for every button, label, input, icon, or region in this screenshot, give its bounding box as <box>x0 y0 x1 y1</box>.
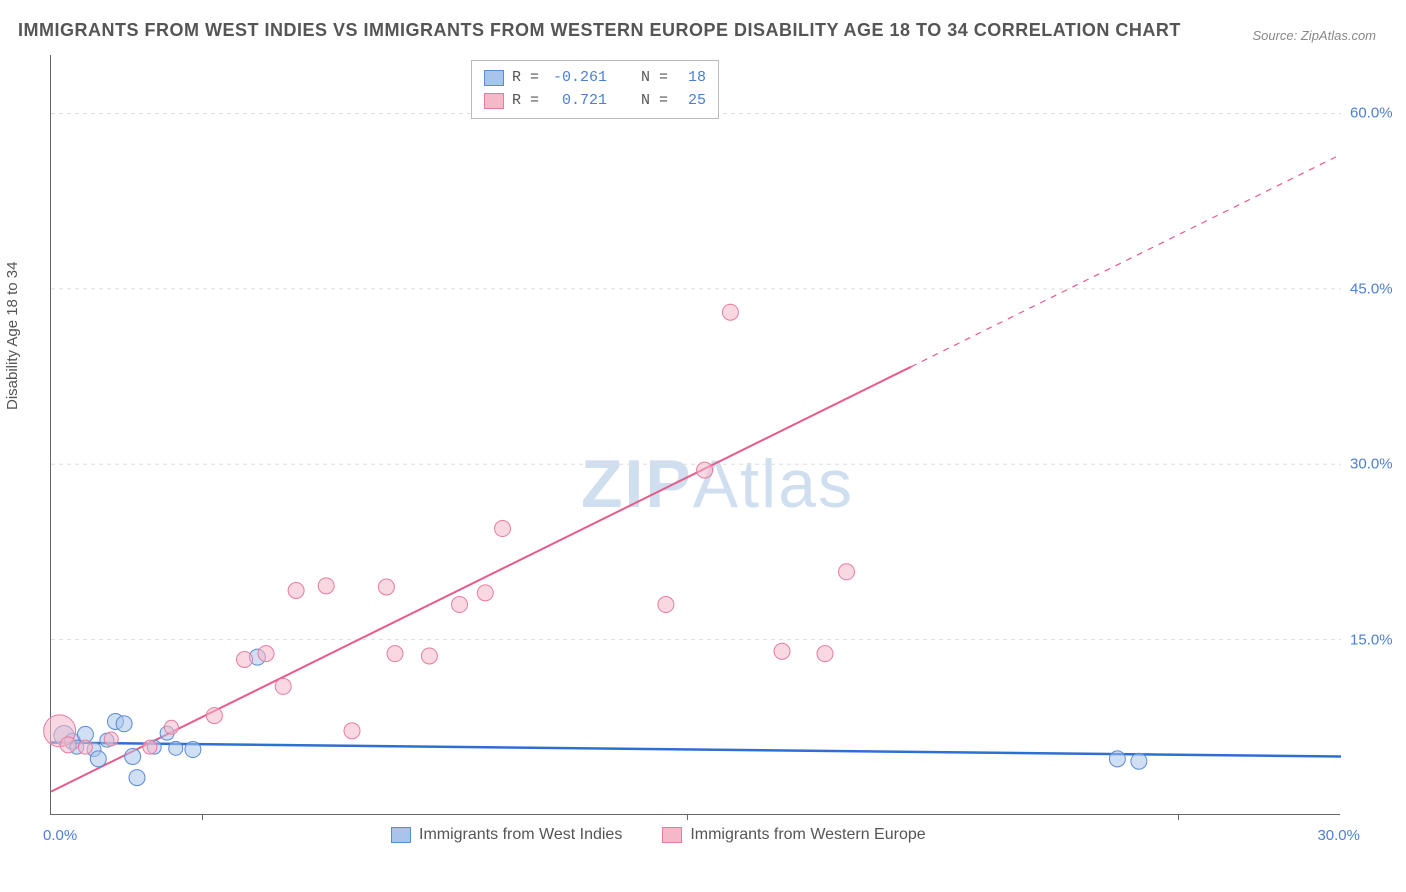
y-tick-label: 30.0% <box>1350 456 1406 473</box>
legend-label-1: Immigrants from Western Europe <box>690 826 925 844</box>
stats-n-label: N = <box>641 67 668 90</box>
x-tick-mark <box>202 814 203 820</box>
legend-swatch-bottom-1 <box>662 827 682 843</box>
x-tick-max: 30.0% <box>1317 827 1360 844</box>
stats-row-west-indies: R = -0.261 N = 18 <box>484 67 706 90</box>
x-tick-mark <box>1178 814 1179 820</box>
stats-n-label-2: N = <box>641 90 668 113</box>
x-tick-min: 0.0% <box>43 827 77 844</box>
x-tick-mark <box>687 814 688 820</box>
chart-title: IMMIGRANTS FROM WEST INDIES VS IMMIGRANT… <box>18 20 1181 41</box>
y-tick-label: 15.0% <box>1350 631 1406 648</box>
y-axis-label: Disability Age 18 to 34 <box>4 262 21 410</box>
y-tick-label: 60.0% <box>1350 105 1406 122</box>
legend-swatch-bottom-0 <box>391 827 411 843</box>
legend-item-west-indies: Immigrants from West Indies <box>391 826 622 844</box>
stats-n-value-1: 25 <box>676 90 706 113</box>
legend-label-0: Immigrants from West Indies <box>419 826 622 844</box>
source-attribution: Source: ZipAtlas.com <box>1252 28 1376 43</box>
stats-row-western-europe: R = 0.721 N = 25 <box>484 90 706 113</box>
stats-r-label-2: R = <box>512 90 539 113</box>
y-tick-label: 45.0% <box>1350 280 1406 297</box>
legend-swatch-western-europe <box>484 93 504 109</box>
plot-svg <box>51 55 1340 814</box>
stats-r-value-1: 0.721 <box>547 90 607 113</box>
stats-r-label: R = <box>512 67 539 90</box>
legend-item-western-europe: Immigrants from Western Europe <box>662 826 925 844</box>
legend-swatch-west-indies <box>484 70 504 86</box>
stats-box: R = -0.261 N = 18 R = 0.721 N = 25 <box>471 60 719 119</box>
plot-area: ZIPAtlas R = -0.261 N = 18 R = 0.721 N =… <box>50 55 1340 815</box>
stats-r-value-0: -0.261 <box>547 67 607 90</box>
chart-container: IMMIGRANTS FROM WEST INDIES VS IMMIGRANT… <box>0 0 1406 892</box>
stats-n-value-0: 18 <box>676 67 706 90</box>
bottom-legend: Immigrants from West Indies Immigrants f… <box>391 826 926 844</box>
